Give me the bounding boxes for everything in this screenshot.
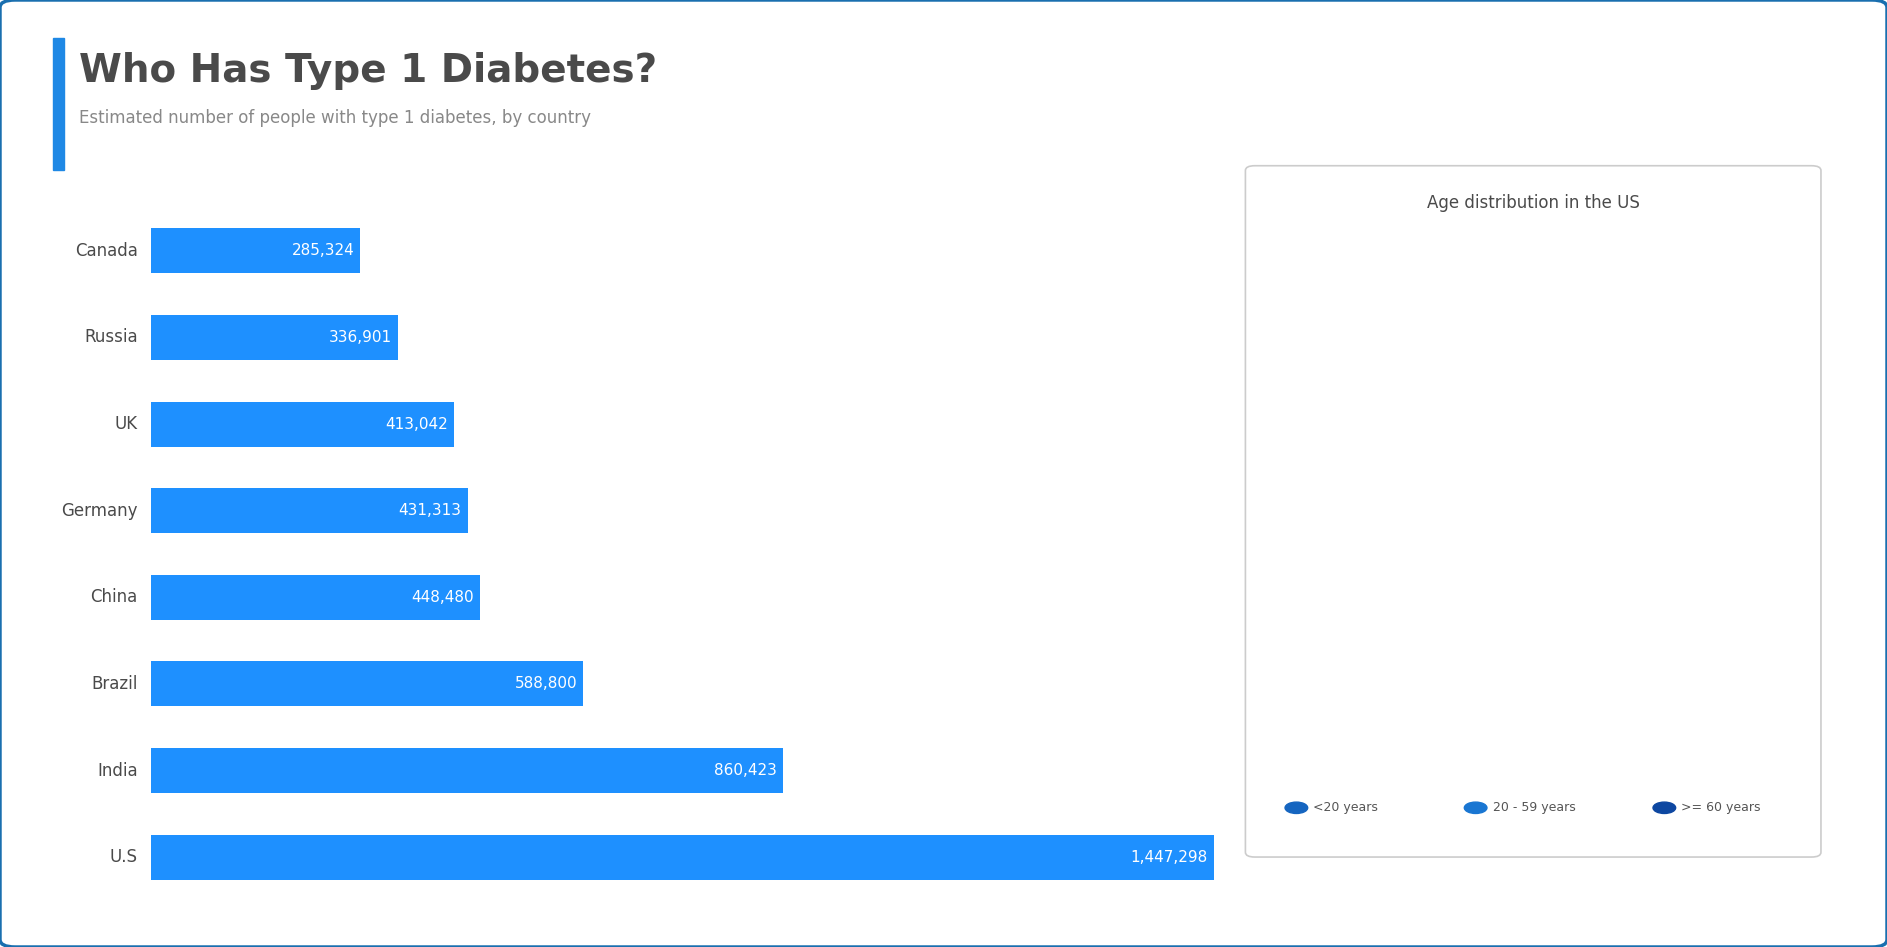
Text: 1,447,298: 1,447,298 [1130,849,1208,865]
Text: 860,423: 860,423 [713,763,777,778]
Text: 285,324: 285,324 [292,243,355,259]
Text: 20 - 59 years: 20 - 59 years [1493,801,1576,814]
Bar [151,488,468,533]
Text: U.S: U.S [109,849,138,867]
Text: 413,042: 413,042 [385,417,449,432]
Wedge shape [1336,324,1659,718]
Bar [151,748,783,793]
Bar [151,661,583,706]
Text: <20 years: <20 years [1313,801,1378,814]
Text: 588,800: 588,800 [515,676,577,691]
Bar [151,402,455,447]
Text: Russia: Russia [85,329,138,347]
Text: 448,480: 448,480 [411,590,474,605]
Text: 336,901: 336,901 [330,330,392,345]
Wedge shape [1602,377,1730,673]
Text: China: China [91,588,138,606]
Text: 27%: 27% [1544,378,1583,396]
Bar [151,575,479,620]
Text: Estimated number of people with type 1 diabetes, by country: Estimated number of people with type 1 d… [79,109,591,127]
Circle shape [1425,412,1642,630]
Text: Canada: Canada [75,241,138,259]
Wedge shape [1532,324,1668,441]
Text: 12%: 12% [1655,562,1695,580]
Text: India: India [96,761,138,779]
Text: 61%: 61% [1372,522,1411,540]
Text: >= 60 years: >= 60 years [1681,801,1761,814]
Text: Germany: Germany [60,502,138,520]
Bar [151,834,1213,880]
Text: UK: UK [115,415,138,433]
FancyBboxPatch shape [1498,485,1568,572]
Text: Who Has Type 1 Diabetes?: Who Has Type 1 Diabetes? [79,52,657,90]
Text: Brazil: Brazil [91,675,138,693]
Text: Age distribution in the US: Age distribution in the US [1427,194,1640,212]
Circle shape [1521,501,1545,525]
Text: 431,313: 431,313 [398,503,462,518]
Bar [151,315,398,360]
Bar [151,228,360,274]
